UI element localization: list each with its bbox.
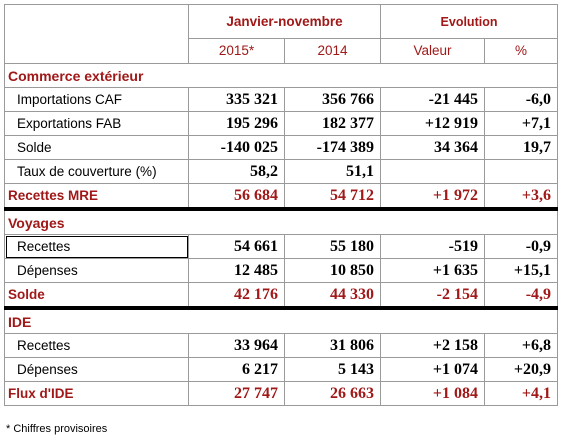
section-row-commerce: Commerce extérieur xyxy=(3,63,559,88)
cell-percent[interactable]: -6,0 xyxy=(483,87,559,112)
cell-valeur[interactable]: 34 364 xyxy=(380,135,485,160)
cell-percent[interactable]: +6,8 xyxy=(483,333,559,358)
row-label[interactable]: Dépenses xyxy=(4,357,189,382)
cell-2015[interactable]: 58,2 xyxy=(188,159,285,184)
period-header: Janvier-novembre xyxy=(188,4,381,39)
cell-2014[interactable]: 31 806 xyxy=(284,333,381,358)
cell-valeur[interactable]: +1 972 xyxy=(380,183,485,211)
header-blank-cell xyxy=(4,4,189,64)
evolution-header: Evolution xyxy=(379,4,559,39)
section-title-commerce: Commerce extérieur xyxy=(3,63,559,88)
cell-percent[interactable]: -0,9 xyxy=(483,234,559,259)
table-row: Exportations FAB 195 296 182 377 +12 919… xyxy=(4,111,559,136)
percent-header: % xyxy=(483,38,559,64)
cell-2015[interactable]: 54 661 xyxy=(188,234,285,259)
valeur-header: Valeur xyxy=(380,38,485,64)
year-2014-header: 2014 xyxy=(284,38,381,64)
table-row: Importations CAF 335 321 356 766 -21 445… xyxy=(4,87,559,112)
cell-percent[interactable]: 19,7 xyxy=(483,135,559,160)
row-label[interactable]: Flux d'IDE xyxy=(4,381,189,406)
section-row-voyages: Voyages xyxy=(3,208,559,235)
cell-valeur[interactable]: +2 158 xyxy=(380,333,485,358)
table-row: Solde -140 025 -174 389 34 364 19,7 xyxy=(4,135,559,160)
cell-2014[interactable]: 54 712 xyxy=(284,183,381,211)
footnote: * Chiffres provisoires xyxy=(6,423,108,435)
table-row: Recettes 33 964 31 806 +2 158 +6,8 xyxy=(4,333,559,358)
row-label[interactable]: Solde xyxy=(4,135,189,160)
row-label[interactable]: Solde xyxy=(4,282,189,310)
cell-2014[interactable]: 356 766 xyxy=(284,87,381,112)
cell-valeur[interactable]: +1 635 xyxy=(380,258,485,283)
row-label[interactable]: Recettes MRE xyxy=(4,183,189,211)
table-row: Flux d'IDE 27 747 26 663 +1 084 +4,1 xyxy=(4,381,559,406)
cell-percent[interactable]: +20,9 xyxy=(483,357,559,382)
row-label[interactable]: Importations CAF xyxy=(4,87,189,112)
cell-2014[interactable]: 51,1 xyxy=(284,159,381,184)
cell-2015[interactable]: 195 296 xyxy=(188,111,285,136)
row-label-selected[interactable]: Recettes xyxy=(4,234,189,259)
table-row: Dépenses 6 217 5 143 +1 074 +20,9 xyxy=(4,357,559,382)
table-row: Solde 42 176 44 330 -2 154 -4,9 xyxy=(4,282,559,310)
cell-percent[interactable]: +7,1 xyxy=(483,111,559,136)
cell-2014[interactable]: 182 377 xyxy=(284,111,381,136)
section-title-voyages: Voyages xyxy=(3,208,559,235)
cell-valeur[interactable]: -519 xyxy=(380,234,485,259)
cell-2015[interactable]: 42 176 xyxy=(188,282,285,310)
header-row-period: Janvier-novembre Evolution xyxy=(4,4,559,64)
cell-percent[interactable] xyxy=(483,159,559,184)
table-row: Recettes 54 661 55 180 -519 -0,9 xyxy=(4,234,559,259)
table-row: Dépenses 12 485 10 850 +1 635 +15,1 xyxy=(4,258,559,283)
section-row-ide: IDE xyxy=(3,307,559,334)
cell-2014[interactable]: 5 143 xyxy=(284,357,381,382)
row-label[interactable]: Exportations FAB xyxy=(4,111,189,136)
cell-2015[interactable]: 56 684 xyxy=(188,183,285,211)
cell-2015[interactable]: 27 747 xyxy=(188,381,285,406)
cell-2014[interactable]: 44 330 xyxy=(284,282,381,310)
cell-valeur[interactable]: +1 074 xyxy=(380,357,485,382)
cell-valeur[interactable]: +12 919 xyxy=(380,111,485,136)
balance-table: Janvier-novembre Evolution 2015* 2014 Va… xyxy=(3,4,559,406)
header-row-columns: 2015* 2014 Valeur % xyxy=(5,38,559,64)
cell-2015[interactable]: 335 321 xyxy=(188,87,285,112)
year-2015-header: 2015* xyxy=(188,38,285,64)
cell-valeur[interactable]: +1 084 xyxy=(380,381,485,406)
cell-2015[interactable]: 12 485 xyxy=(188,258,285,283)
cell-2015[interactable]: 6 217 xyxy=(188,357,285,382)
cell-percent[interactable]: +15,1 xyxy=(483,258,559,283)
cell-percent[interactable]: +3,6 xyxy=(483,183,559,211)
section-title-ide: IDE xyxy=(3,307,559,334)
cell-2014[interactable]: 26 663 xyxy=(284,381,381,406)
cell-percent[interactable]: +4,1 xyxy=(483,381,559,406)
cell-valeur[interactable]: -2 154 xyxy=(380,282,485,310)
cell-2014[interactable]: 55 180 xyxy=(284,234,381,259)
table-row: Recettes MRE 56 684 54 712 +1 972 +3,6 xyxy=(4,183,559,211)
cell-2014[interactable]: 10 850 xyxy=(284,258,381,283)
cell-2015[interactable]: -140 025 xyxy=(188,135,285,160)
table-row: Taux de couverture (%) 58,2 51,1 xyxy=(4,159,559,184)
row-label[interactable]: Taux de couverture (%) xyxy=(4,159,189,184)
cell-2014[interactable]: -174 389 xyxy=(284,135,381,160)
row-label[interactable]: Dépenses xyxy=(4,258,189,283)
cell-percent[interactable]: -4,9 xyxy=(483,282,559,310)
cell-valeur[interactable] xyxy=(380,159,485,184)
cell-valeur[interactable]: -21 445 xyxy=(380,87,485,112)
cell-2015[interactable]: 33 964 xyxy=(188,333,285,358)
row-label[interactable]: Recettes xyxy=(4,333,189,358)
